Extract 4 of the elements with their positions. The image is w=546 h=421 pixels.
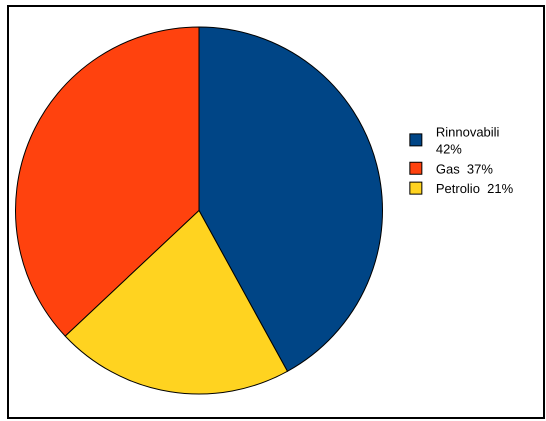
- legend-label: Petrolio 21%: [436, 181, 514, 196]
- legend-label: Gas 37%: [436, 161, 494, 176]
- legend-label: Rinnovabili: [436, 124, 500, 140]
- data-label: 42%: [436, 141, 462, 156]
